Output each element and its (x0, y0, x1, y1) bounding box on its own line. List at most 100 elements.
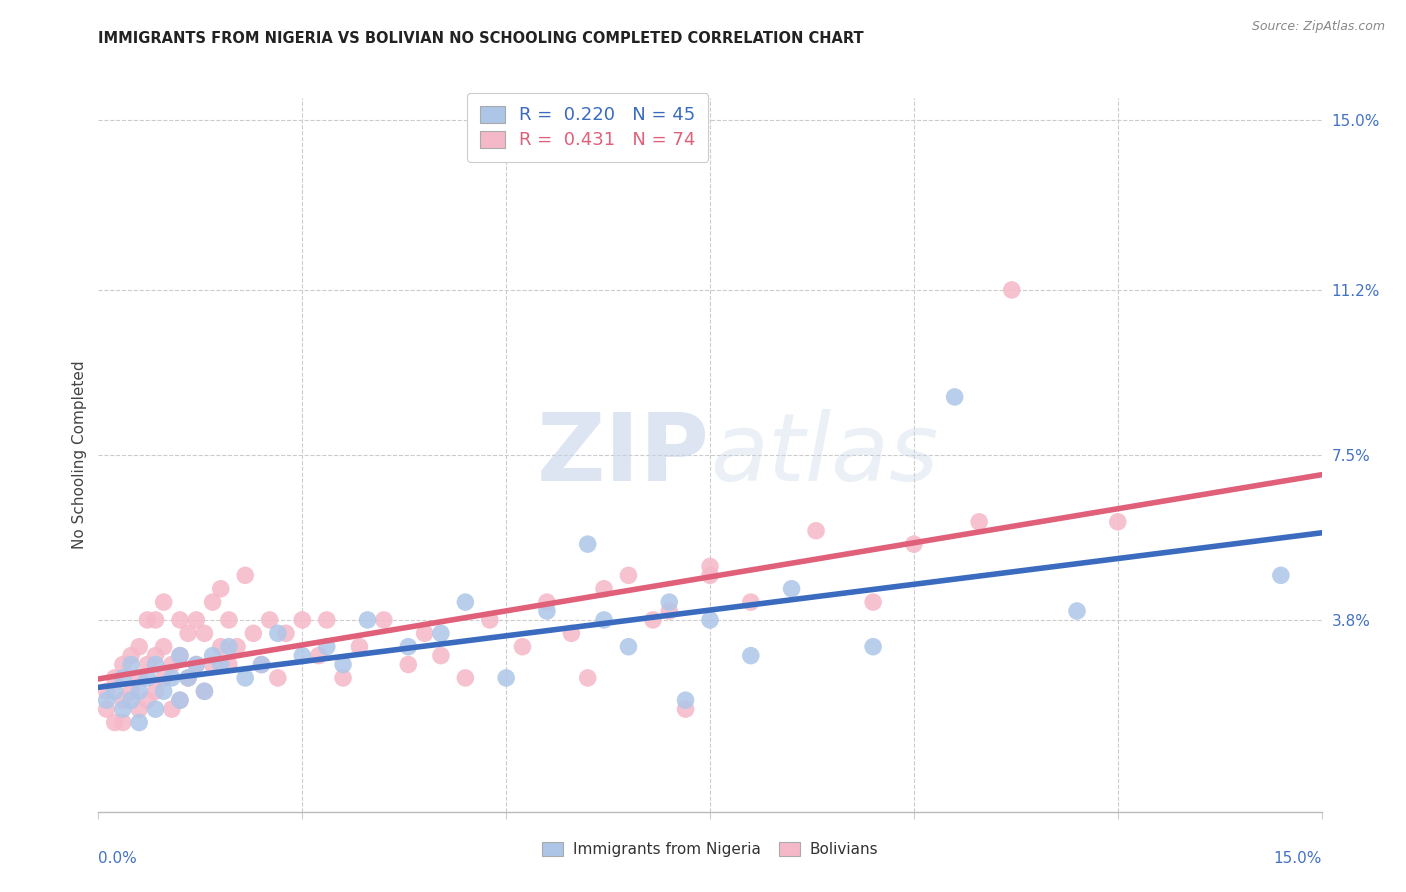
Point (495, 671, 517, 685)
Point (96, 693, 118, 707)
Point (699, 568, 721, 582)
Point (862, 640, 884, 654)
Point (186, 657, 208, 672)
Point (454, 595, 477, 609)
Point (675, 702, 697, 716)
Point (145, 613, 167, 627)
Point (267, 626, 290, 640)
Point (201, 595, 224, 609)
Point (128, 640, 150, 654)
Y-axis label: No Schooling Completed: No Schooling Completed (72, 360, 87, 549)
Point (1066, 604, 1088, 618)
Point (413, 626, 436, 640)
Point (160, 671, 183, 685)
Point (96, 684, 118, 698)
Point (104, 715, 127, 730)
Point (177, 626, 200, 640)
Point (136, 693, 159, 707)
Point (209, 640, 232, 654)
Point (226, 640, 249, 654)
Point (943, 390, 966, 404)
Point (332, 657, 354, 672)
Point (111, 671, 134, 685)
Point (291, 648, 314, 663)
Legend: Immigrants from Nigeria, Bolivians: Immigrants from Nigeria, Bolivians (534, 834, 886, 864)
Point (145, 702, 167, 716)
Point (152, 640, 174, 654)
Point (209, 582, 232, 596)
Point (430, 626, 453, 640)
Point (593, 582, 616, 596)
Point (315, 613, 337, 627)
Point (193, 626, 215, 640)
Text: 0.0%: 0.0% (98, 851, 138, 866)
Point (699, 613, 721, 627)
Point (250, 657, 273, 672)
Point (259, 613, 281, 627)
Point (186, 657, 208, 672)
Point (120, 693, 142, 707)
Point (396, 640, 419, 654)
Text: atlas: atlas (710, 409, 938, 500)
Text: 15.0%: 15.0% (1274, 851, 1322, 866)
Text: ZIP: ZIP (537, 409, 710, 501)
Point (658, 604, 681, 618)
Point (218, 640, 240, 654)
Point (356, 613, 378, 627)
Text: Source: ZipAtlas.com: Source: ZipAtlas.com (1251, 20, 1385, 33)
Point (536, 604, 558, 618)
Point (145, 657, 167, 672)
Point (160, 657, 183, 672)
Point (373, 613, 395, 627)
Point (145, 648, 167, 663)
Point (136, 671, 159, 685)
Point (242, 626, 264, 640)
Point (128, 671, 150, 685)
Point (740, 648, 762, 663)
Point (186, 613, 208, 627)
Point (169, 693, 191, 707)
Point (274, 626, 297, 640)
Point (128, 715, 150, 730)
Point (291, 613, 314, 627)
Point (617, 568, 640, 582)
Point (136, 657, 159, 672)
Point (430, 648, 453, 663)
Point (218, 657, 240, 672)
Text: IMMIGRANTS FROM NIGERIA VS BOLIVIAN NO SCHOOLING COMPLETED CORRELATION CHART: IMMIGRANTS FROM NIGERIA VS BOLIVIAN NO S… (98, 31, 865, 46)
Point (145, 684, 167, 698)
Point (193, 684, 215, 698)
Point (967, 515, 990, 529)
Point (862, 595, 884, 609)
Point (576, 671, 599, 685)
Point (536, 595, 558, 609)
Point (576, 537, 599, 551)
Point (512, 640, 534, 654)
Point (104, 671, 127, 685)
Point (201, 648, 224, 663)
Point (233, 568, 256, 582)
Point (136, 613, 159, 627)
Point (120, 648, 142, 663)
Point (560, 626, 582, 640)
Point (454, 671, 477, 685)
Point (120, 684, 142, 698)
Point (96, 702, 118, 716)
Point (111, 693, 134, 707)
Point (218, 613, 240, 627)
Point (267, 671, 290, 685)
Point (177, 671, 200, 685)
Point (111, 715, 134, 730)
Point (209, 657, 232, 672)
Point (699, 559, 721, 574)
Point (128, 702, 150, 716)
Point (658, 595, 681, 609)
Point (160, 702, 183, 716)
Point (641, 613, 664, 627)
Point (201, 657, 224, 672)
Point (478, 613, 501, 627)
Point (177, 671, 200, 685)
Point (250, 657, 273, 672)
Point (349, 640, 371, 654)
Point (152, 595, 174, 609)
